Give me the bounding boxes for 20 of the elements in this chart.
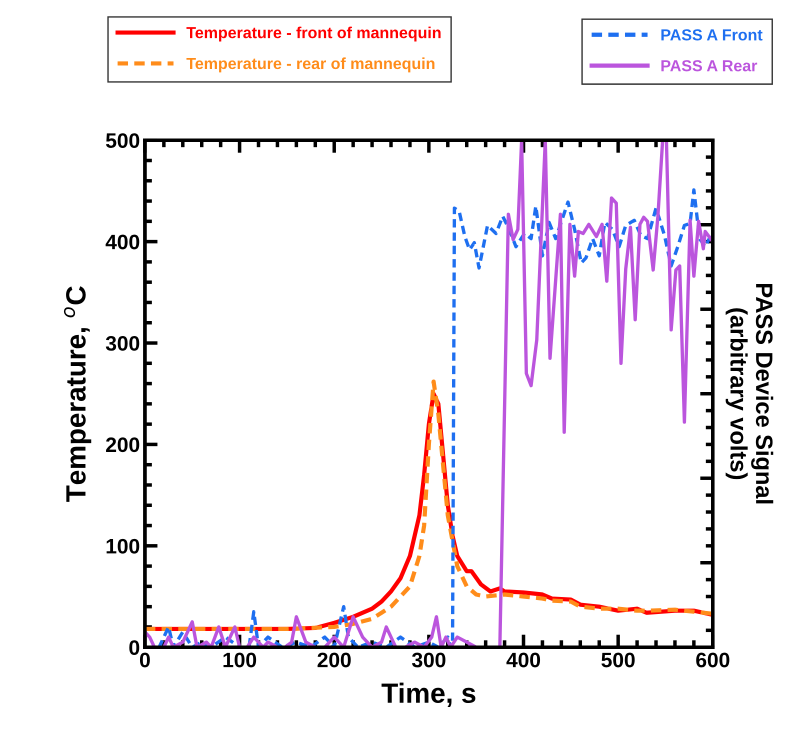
- legend-label: PASS A Front: [661, 29, 762, 41]
- x-tick-label: 600: [696, 652, 730, 668]
- x-tick-label: 100: [224, 652, 256, 668]
- legend-label: PASS A Rear: [661, 60, 758, 72]
- y2-axis-title: PASS Device Signal (arbitrary volts): [726, 284, 774, 504]
- x-tick-label: 200: [318, 652, 351, 668]
- x-tick-label: 300: [412, 652, 446, 668]
- x-tick-label: 500: [601, 652, 635, 668]
- legend-label: Temperature - front of mannequin: [186, 26, 441, 42]
- y-tick-label: 400: [106, 234, 140, 250]
- y-tick-label: 300: [106, 336, 140, 351]
- x-tick-label: 0: [140, 652, 150, 668]
- x-tick-label: 400: [506, 652, 540, 668]
- y-axis-title: Temperature, $^{o}$C: [64, 286, 92, 502]
- y-tick-label: 200: [106, 437, 140, 452]
- y-tick-label: 500: [106, 133, 140, 148]
- legend-label: Temperature - rear of mannequin: [186, 57, 434, 72]
- y-tick-label: 0: [129, 640, 140, 655]
- y-tick-label: 100: [106, 538, 140, 554]
- x-axis-title: Time, s: [382, 682, 476, 708]
